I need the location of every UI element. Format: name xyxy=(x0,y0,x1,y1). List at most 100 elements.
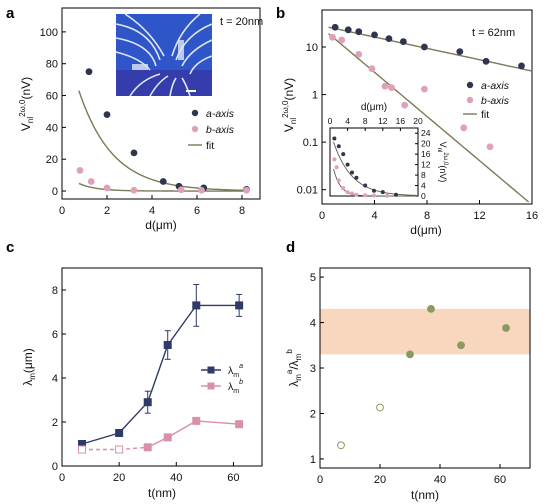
c-ytick-label: 6 xyxy=(52,329,58,341)
legend-a: a-axis b-axis fit xyxy=(188,108,235,152)
data-point-b-axis xyxy=(486,143,494,151)
b-xtick-label: 16 xyxy=(526,210,538,222)
inset-xtick-label: 16 xyxy=(396,116,406,126)
d-ytick-label: 2 xyxy=(310,408,316,420)
data-point-b-axis xyxy=(460,124,468,132)
a-ytick-label: 40 xyxy=(46,122,58,134)
b-ytick-label: 1 xyxy=(312,90,318,102)
data-point-b-axis xyxy=(198,186,205,194)
data-point-ratio-open xyxy=(376,403,384,412)
data-point-lambda-b xyxy=(115,445,124,454)
data-point-b-axis xyxy=(87,178,95,185)
a-xtick-label: 4 xyxy=(149,205,155,217)
a-xtick-label: 2 xyxy=(104,205,110,217)
inset-ylabel: Vnl2ω,0(nV) xyxy=(436,142,448,183)
a-ytick-label: 60 xyxy=(46,91,58,103)
d-xtick-label: 40 xyxy=(434,474,446,486)
data-point-ratio-filled xyxy=(457,341,465,350)
inset-data-point-b xyxy=(345,190,350,195)
series-line-a xyxy=(167,304,197,346)
data-point-a-axis xyxy=(399,38,407,45)
a-ytick-label: 20 xyxy=(46,154,58,166)
b-xtick-label: 4 xyxy=(371,210,377,222)
c-ytick-label: 2 xyxy=(52,417,58,429)
xlabel-c: t(nm) xyxy=(148,486,176,500)
d-xtick-label: 0 xyxy=(317,474,323,486)
data-point-b-axis xyxy=(130,186,138,194)
inset-data-point-b xyxy=(363,193,368,198)
data-point-b-axis xyxy=(76,166,84,174)
series-line-b xyxy=(196,420,240,425)
legend-label-b-axis: b-axis xyxy=(206,124,235,136)
data-point-a-axis xyxy=(518,62,525,70)
data-point-b-axis xyxy=(355,50,363,58)
a-ytick-label: 80 xyxy=(46,59,58,71)
data-point-b-axis xyxy=(368,65,376,73)
data-point-a-axis xyxy=(344,26,352,34)
data-point-a-axis xyxy=(130,149,138,157)
ratio-band xyxy=(320,308,530,355)
data-point-lambda-a xyxy=(115,429,124,437)
ylabel-d: λma/λmb xyxy=(285,349,303,387)
data-point-lambda-a xyxy=(235,301,244,310)
ylabel-a: Vnl2ω,0(nV) xyxy=(18,77,35,131)
data-point-lambda-b xyxy=(78,445,86,454)
c-xtick-label: 0 xyxy=(59,472,65,484)
data-point-b-axis xyxy=(103,184,111,192)
fit-curve-b-0 xyxy=(328,26,533,72)
data-point-a-axis xyxy=(331,23,339,31)
inset-xtick-label: 8 xyxy=(363,116,368,126)
data-point-b-axis xyxy=(381,82,389,90)
inset-data-point-a xyxy=(350,170,354,175)
c-ytick-label: 4 xyxy=(52,373,58,385)
inset-data-point-b xyxy=(336,178,341,183)
legend-b-label-a: a-axis xyxy=(481,80,510,92)
inset-ytick-label: 24 xyxy=(421,128,431,138)
panel-label-a: a xyxy=(6,5,15,22)
c-xtick-label: 60 xyxy=(227,472,239,484)
series-line-b xyxy=(167,420,197,439)
panel-label-c: c xyxy=(6,239,14,256)
plot-frame-b xyxy=(321,9,533,205)
fit-curve-a-0 xyxy=(78,90,247,192)
legend-label-fit: fit xyxy=(206,140,214,152)
panel-label-b: b xyxy=(276,5,285,22)
data-point-b-axis xyxy=(338,36,346,44)
inset-xtick-label: 12 xyxy=(378,116,388,126)
b-xtick-label: 8 xyxy=(424,210,430,222)
legend-b-label-fit: fit xyxy=(481,109,489,121)
inset-data-point-a xyxy=(341,152,346,157)
legend-b-label-b: b-axis xyxy=(481,95,510,107)
inset-data-point-a xyxy=(372,188,376,193)
a-ytick-label: 100 xyxy=(40,27,58,39)
data-point-lambda-b xyxy=(143,443,152,452)
data-point-lambda-b xyxy=(163,433,172,442)
b-ytick-label: 0.01 xyxy=(297,185,318,197)
data-point-a-axis xyxy=(456,48,464,56)
data-point-b-axis xyxy=(401,101,409,109)
legend-c-label-a: λma xyxy=(228,363,243,379)
c-ytick-label: 8 xyxy=(52,285,58,297)
inset-data-point-b xyxy=(372,193,376,198)
panel-label-d: d xyxy=(286,239,295,256)
data-point-a-axis xyxy=(385,35,393,43)
data-point-a-axis xyxy=(159,178,167,185)
inset-xtick-label: 20 xyxy=(413,116,423,126)
legend-c: λma λmb xyxy=(201,363,243,395)
legend-b: a-axis b-axis fit xyxy=(463,80,510,121)
d-xtick-label: 60 xyxy=(494,474,506,486)
plot-frame-d-top xyxy=(319,267,531,469)
b-xtick-label: 12 xyxy=(473,210,485,222)
c-xtick-label: 20 xyxy=(113,472,125,484)
ylabel-c: λm(μm) xyxy=(21,348,37,386)
b-ytick-label: 10 xyxy=(306,42,318,54)
d-ytick-label: 4 xyxy=(310,318,316,330)
legend-marker-b-axis xyxy=(191,125,199,133)
inset-fit-curve-0 xyxy=(333,141,416,196)
d-ytick-label: 1 xyxy=(310,454,316,466)
series-line-b xyxy=(119,446,148,451)
panel-d: d λma/λmb t(nm) 0 20 40 60 1 2 3 4 5 xyxy=(285,239,531,502)
series-line-a xyxy=(147,344,169,403)
inset-data-point-b xyxy=(354,192,359,197)
a-xtick-label: 0 xyxy=(59,205,65,217)
